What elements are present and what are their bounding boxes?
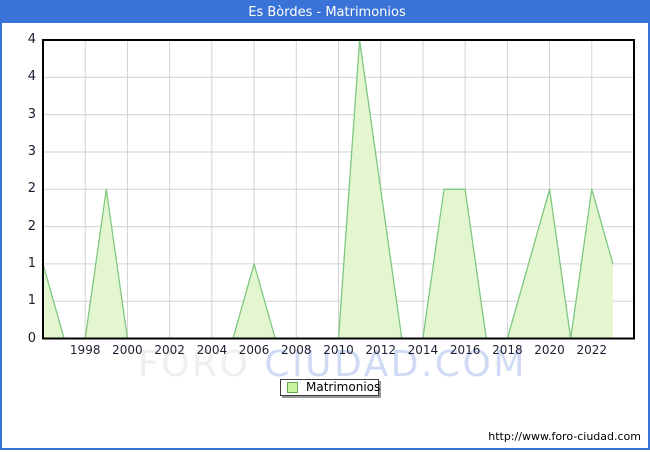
- x-axis-tick-label: 2010: [323, 343, 354, 357]
- y-axis-tick-label: 3: [27, 143, 36, 159]
- x-axis-tick-label: 2000: [112, 343, 143, 357]
- watermark-ciudad: CIUDAD.COM: [264, 344, 527, 385]
- x-axis-tick-label: 2022: [576, 343, 608, 357]
- y-axis-tick-label: 2: [27, 218, 36, 234]
- y-axis-tick-label: 1: [27, 293, 36, 309]
- watermark: FORO CIUDAD.COM: [138, 347, 527, 383]
- x-axis-tick-label: 2006: [238, 343, 270, 357]
- footer-url: http://www.foro-ciudad.com: [488, 430, 641, 443]
- legend: Matrimonios: [280, 379, 381, 396]
- chart-title: Es Bòrdes - Matrimonios: [248, 5, 406, 20]
- x-axis-tick-label: 2012: [365, 343, 396, 357]
- y-axis-tick-label: 0: [27, 330, 36, 346]
- x-axis-tick-label: 2016: [449, 343, 481, 357]
- y-axis-tick-label: 2: [27, 181, 36, 197]
- y-axis-tick-label: 1: [27, 255, 36, 271]
- x-axis-tick-label: 2014: [407, 343, 439, 357]
- x-axis-tick-label: 2020: [534, 343, 565, 357]
- y-axis-tick-label: 4: [27, 69, 36, 85]
- watermark-foro: FORO: [138, 344, 251, 385]
- title-bar: Es Bòrdes - Matrimonios: [2, 2, 650, 23]
- x-axis-tick-label: 2002: [154, 343, 185, 357]
- legend-swatch-icon: [287, 382, 298, 393]
- x-axis-tick-label: 2018: [492, 343, 523, 357]
- legend-label: Matrimonios: [306, 380, 381, 394]
- y-axis-tick-label: 3: [27, 106, 36, 122]
- x-axis-tick-label: 2008: [281, 343, 312, 357]
- x-axis-tick-label: 1998: [69, 343, 101, 357]
- y-axis-tick-label: 4: [27, 32, 36, 47]
- x-axis-tick-label: 2004: [196, 343, 228, 357]
